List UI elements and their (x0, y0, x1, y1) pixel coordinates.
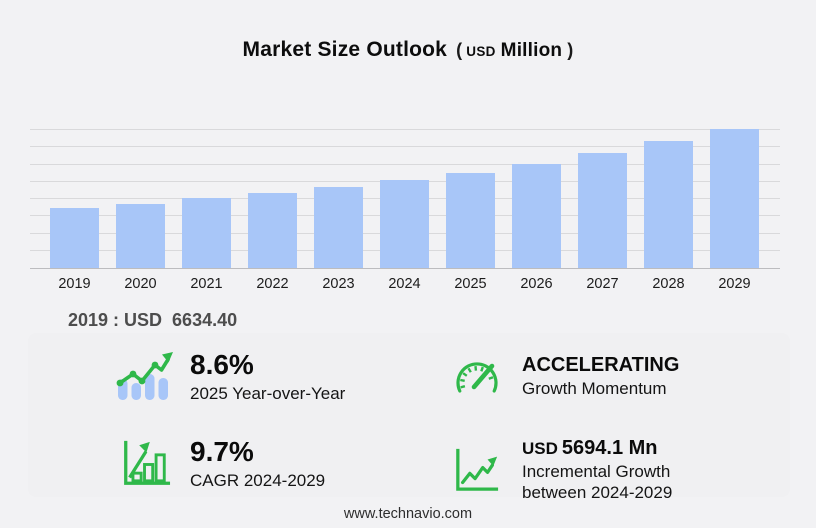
speedometer-icon (446, 354, 508, 400)
incremental-growth-value: USD 5694.1 Mn (522, 437, 672, 459)
stat-yoy-growth: 8.6% 2025 Year-over-Year (114, 348, 446, 404)
bar-2020 (116, 204, 165, 268)
x-axis-label: 2025 (454, 276, 487, 292)
bar-2024 (380, 180, 429, 268)
stat-incremental-growth: USD 5694.1 Mn Incremental Growth between … (446, 437, 790, 504)
bar-2023 (314, 186, 363, 268)
stat-growth-momentum: ACCELERATING Growth Momentum (446, 354, 790, 400)
growth-momentum-value: ACCELERATING (522, 354, 680, 377)
x-axis-label: 2024 (388, 276, 421, 292)
gridline (30, 129, 780, 130)
cagr-value: 9.7% (190, 436, 254, 467)
title-unit: Million (500, 40, 563, 61)
yoy-growth-label: 2025 Year-over-Year (190, 383, 346, 403)
bar-2019 (50, 207, 99, 268)
bar-2029 (710, 128, 759, 268)
x-axis-label: 2021 (190, 276, 223, 292)
bar-2021 (182, 198, 231, 268)
incremental-growth-label-line1: Incremental Growth (522, 462, 671, 481)
x-axis-label: 2028 (652, 276, 685, 292)
stat-cagr: 9.7% CAGR 2024-2029 (114, 436, 446, 491)
stat-text: 8.6% 2025 Year-over-Year (190, 348, 346, 404)
title-paren-open: ( (456, 40, 463, 60)
cagr-label: CAGR 2024-2029 (190, 470, 326, 490)
growth-momentum-label: Growth Momentum (522, 379, 667, 399)
website-link[interactable]: www.technavio.com (343, 506, 473, 522)
stat-text: 9.7% CAGR 2024-2029 (190, 436, 326, 491)
x-axis-label: 2029 (718, 276, 751, 292)
x-axis-label: 2020 (124, 276, 157, 292)
x-axis-label: 2022 (256, 276, 289, 292)
title-currency: USD (466, 44, 496, 59)
x-axis-label: 2023 (322, 276, 355, 292)
bars (50, 128, 759, 268)
x-axis-label: 2019 (58, 276, 91, 292)
incremental-growth-currency: USD (522, 439, 558, 458)
bar-2026 (512, 163, 561, 268)
base-year-value: 2019 : USD 6634.40 (68, 310, 238, 330)
stat-text: USD 5694.1 Mn Incremental Growth between … (522, 437, 672, 504)
gridline (30, 163, 780, 165)
gridline (30, 146, 780, 148)
bar-2022 (248, 193, 297, 268)
page-title: Market Size Outlook (USD Million) (0, 38, 816, 62)
bar-chart-trend-icon (114, 351, 176, 402)
x-axis-label: 2027 (586, 276, 619, 292)
line-chart-axes-icon (446, 447, 508, 493)
title-paren-close: ) (567, 40, 574, 60)
x-axis-label: 2026 (520, 276, 553, 292)
bar-2028 (644, 140, 693, 268)
market-size-bar-chart: 2019 2020 2021 2022 2023 2024 2025 2026 2027 2028… (30, 124, 780, 292)
stats-panel: 8.6% 2025 Year-over-Year (28, 333, 790, 502)
stat-text: ACCELERATING Growth Momentum (522, 354, 679, 399)
incremental-growth-label-line2: between 2024-2029 (522, 483, 673, 503)
x-axis-labels: 2019 2020 2021 2022 2023 2024 2025 2026 2027 2028… (30, 276, 780, 292)
yoy-growth-value: 8.6% (190, 348, 254, 380)
title-text: Market Size Outlook (242, 38, 448, 61)
plot-area (30, 124, 780, 269)
bar-2025 (446, 172, 495, 268)
bar-chart-growth-icon (114, 438, 176, 490)
incremental-growth-amount: 5694.1 Mn (561, 437, 658, 459)
bar-2027 (578, 153, 627, 268)
